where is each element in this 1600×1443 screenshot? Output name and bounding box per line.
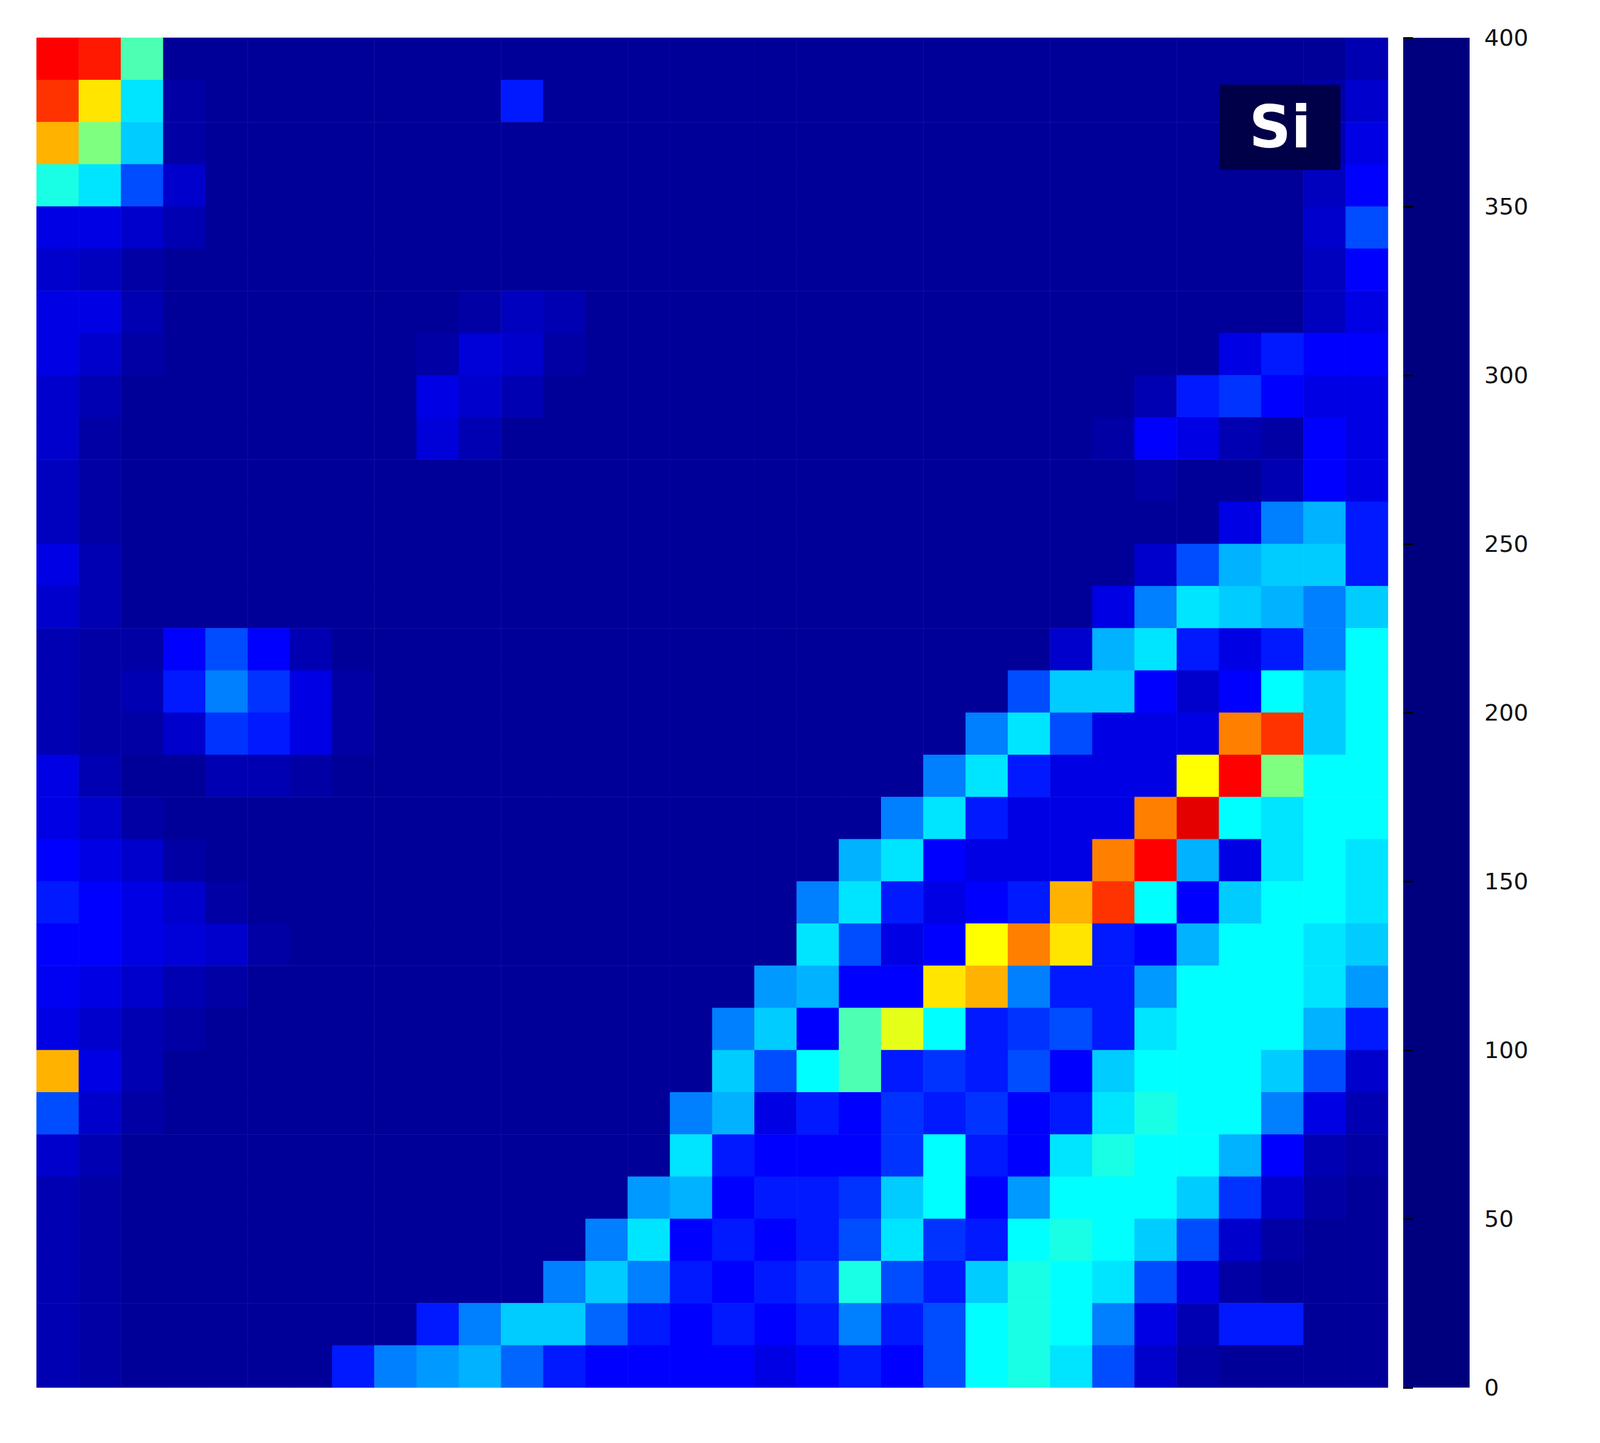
svg-text:300: 300 <box>1484 361 1529 389</box>
svg-text:100: 100 <box>1484 1037 1529 1064</box>
svg-text:400: 400 <box>1484 24 1529 52</box>
svg-text:50: 50 <box>1484 1205 1514 1233</box>
svg-text:0: 0 <box>1484 1374 1499 1402</box>
svg-text:350: 350 <box>1484 193 1529 220</box>
svg-text:150: 150 <box>1484 868 1529 896</box>
svg-text:200: 200 <box>1484 699 1529 727</box>
svg-text:Si: Si <box>1249 93 1312 162</box>
svg-text:250: 250 <box>1484 530 1529 558</box>
